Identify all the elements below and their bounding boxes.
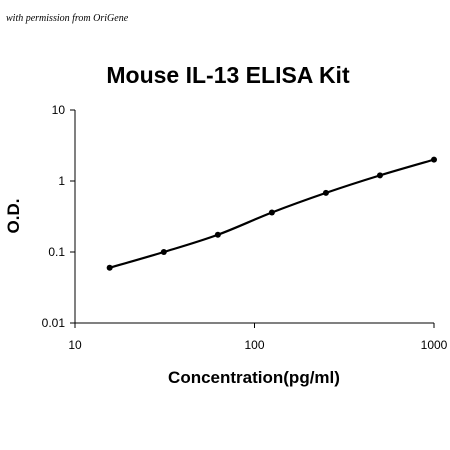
permission-note: with permission from OriGene — [6, 13, 129, 24]
x-axis-ticks: 10 100 1000 — [68, 323, 448, 352]
x-tick-label: 1000 — [421, 338, 448, 352]
x-tick-label: 100 — [244, 338, 264, 352]
data-point — [268, 209, 275, 216]
series-group — [106, 156, 437, 271]
x-tick-label: 10 — [68, 338, 82, 352]
data-point — [106, 264, 113, 271]
data-point — [160, 249, 167, 255]
data-point — [431, 156, 437, 163]
data-point — [376, 172, 383, 179]
y-tick-label: 0.01 — [42, 316, 66, 330]
data-point — [322, 189, 329, 196]
y-tick-label: 1 — [58, 174, 65, 188]
data-point — [214, 231, 221, 238]
y-axis-title: O.D. — [4, 199, 23, 234]
y-tick-label: 10 — [52, 103, 66, 117]
x-axis-title: Concentration(pg/ml) — [168, 368, 340, 387]
chart-title: Mouse IL-13 ELISA Kit — [106, 62, 350, 88]
y-axis-ticks: 0.01 0.1 1 10 — [42, 103, 75, 330]
plot-area: 0.01 0.1 1 10 10 100 1000 — [42, 103, 448, 352]
y-tick-label: 0.1 — [48, 245, 65, 259]
